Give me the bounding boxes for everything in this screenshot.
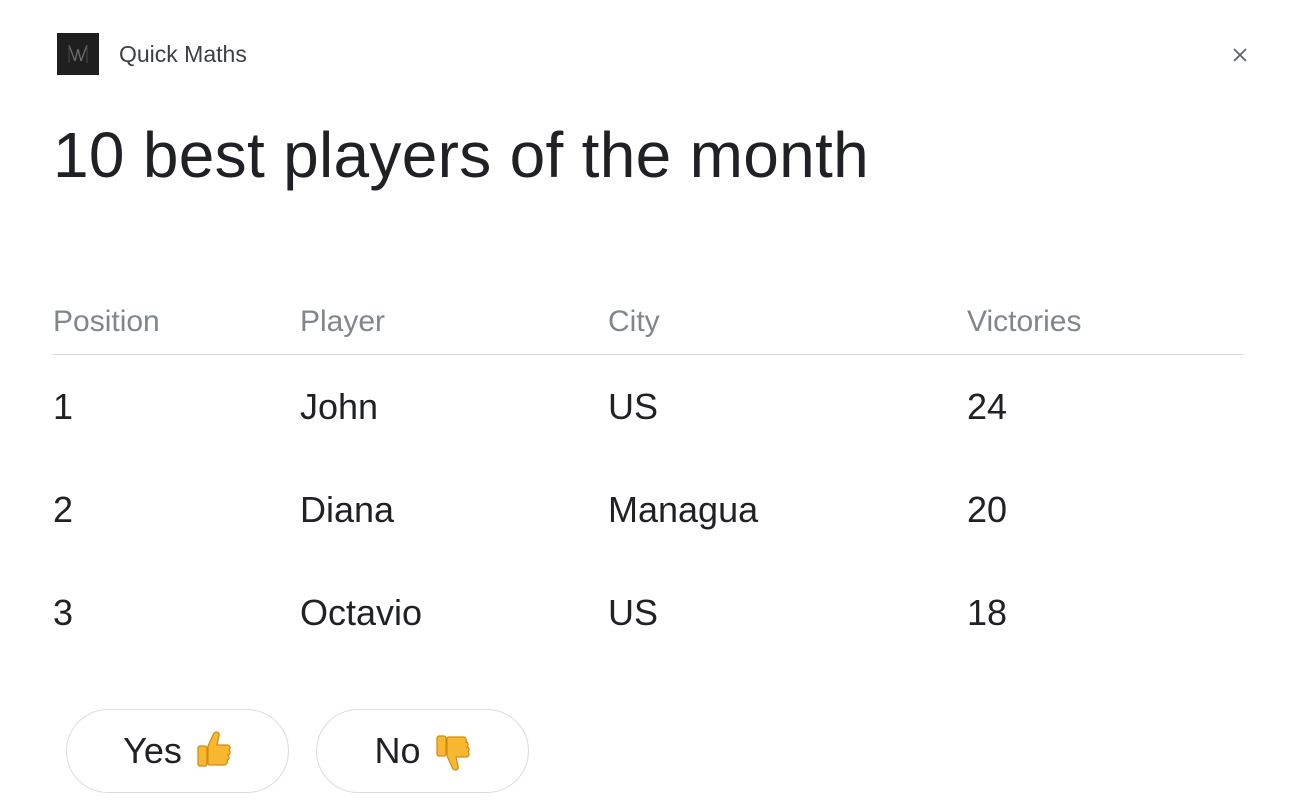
cell-victories: 24: [967, 385, 1008, 427]
app-logo-icon: [57, 33, 99, 75]
thumbs-down-icon: [433, 730, 471, 772]
yes-label: Yes: [123, 730, 182, 771]
feedback-buttons: Yes No: [66, 709, 529, 793]
cell-city: Managua: [608, 488, 759, 530]
column-header-player: Player: [300, 305, 386, 338]
yes-button[interactable]: Yes: [66, 709, 289, 793]
table-row: 3 Octavio US 18: [53, 561, 1243, 664]
column-header-victories: Victories: [967, 305, 1082, 338]
leaderboard-table: Position Player City Victories 1 John US…: [53, 290, 1243, 664]
cell-city: US: [608, 591, 659, 633]
table-header-row: Position Player City Victories: [53, 290, 1243, 355]
cell-player: Diana: [300, 488, 395, 530]
cell-victories: 18: [967, 591, 1008, 633]
close-button[interactable]: [1225, 40, 1255, 70]
no-button[interactable]: No: [316, 709, 529, 793]
table-row: 1 John US 24: [53, 355, 1243, 458]
cell-victories: 20: [967, 488, 1008, 530]
column-header-city: City: [608, 305, 660, 338]
close-icon: [1233, 48, 1247, 62]
app-header: Quick Maths: [57, 33, 247, 75]
page-title: 10 best players of the month: [53, 119, 869, 191]
app-name: Quick Maths: [119, 40, 247, 67]
cell-player: Octavio: [300, 591, 423, 633]
thumbs-up-icon: [194, 730, 232, 772]
column-header-position: Position: [53, 305, 160, 338]
cell-city: US: [608, 385, 659, 427]
cell-position: 2: [53, 488, 74, 530]
table-row: 2 Diana Managua 20: [53, 458, 1243, 561]
cell-position: 3: [53, 591, 74, 633]
cell-position: 1: [53, 385, 74, 427]
no-label: No: [374, 730, 421, 771]
cell-player: John: [300, 385, 379, 427]
